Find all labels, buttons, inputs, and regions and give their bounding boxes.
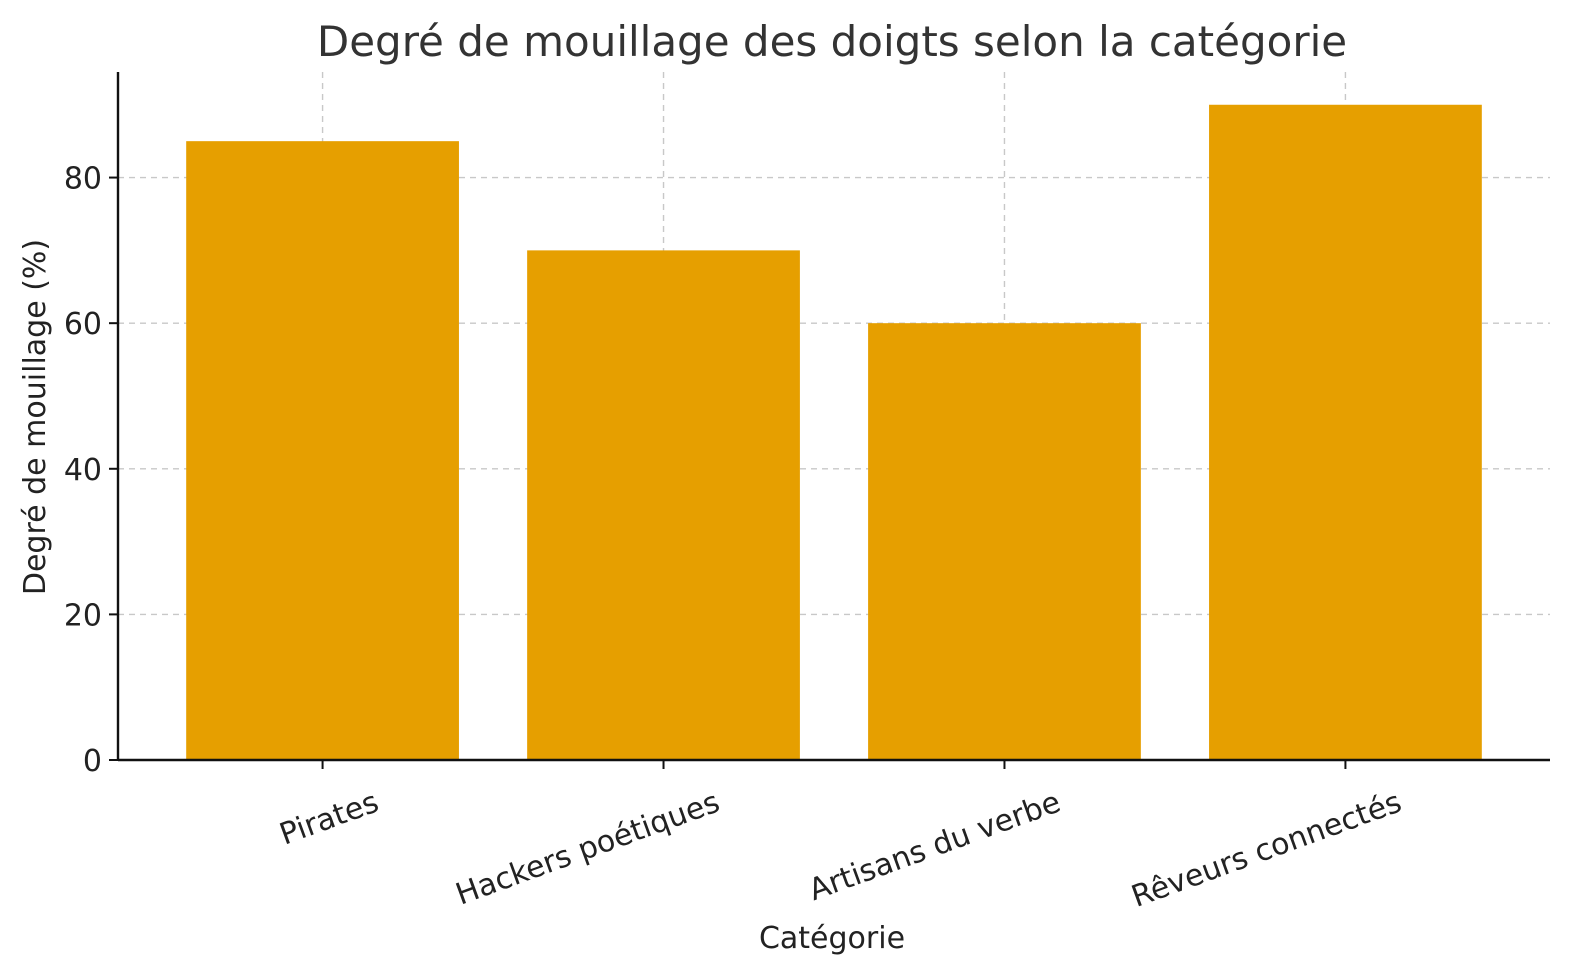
axes [116,72,1550,762]
chart-title: Degré de mouillage des doigts selon la c… [317,17,1347,66]
y-ticks: 0 20 40 60 80 [64,162,118,779]
y-tick-label: 60 [64,307,102,342]
x-tick-label: Hackers poétiques [451,785,724,913]
x-ticks: Pirates Hackers poétiques Artisans du verb… [275,760,1406,915]
x-tick-label: Rêveurs connectés [1127,785,1406,915]
y-tick-label: 40 [64,453,102,488]
y-tick-label: 20 [64,598,102,633]
bar [186,141,459,761]
bar [1209,104,1482,760]
x-tick-label: Pirates [275,785,383,853]
bars [186,104,1482,761]
y-tick-label: 0 [83,744,102,779]
bar [868,323,1141,760]
y-axis-label: Degré de mouillage (%) [18,239,53,595]
x-axis-label: Catégorie [759,921,905,956]
bar [527,250,800,761]
x-tick-label: Artisans du verbe [804,785,1065,908]
y-tick-label: 80 [64,162,102,197]
